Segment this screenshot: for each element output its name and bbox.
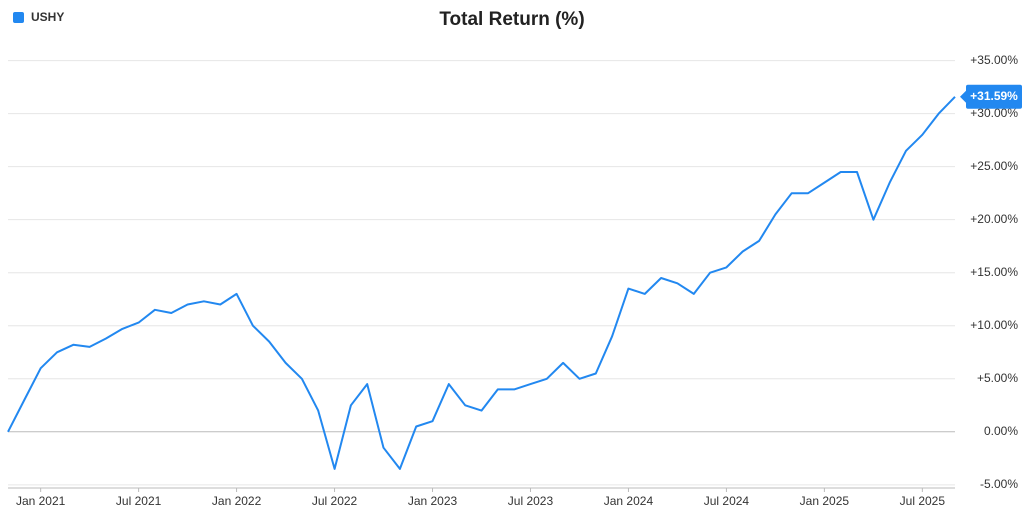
x-tick-label: Jul 2023 [508,494,554,508]
x-tick-label: Jul 2025 [900,494,946,508]
x-tick-label: Jan 2021 [16,494,66,508]
x-tick-label: Jan 2022 [212,494,262,508]
legend-swatch [13,12,24,23]
chart-title: Total Return (%) [439,9,584,30]
y-tick-label: +35.00% [970,53,1018,67]
x-tick-label: Jul 2022 [312,494,358,508]
y-tick-label: +10.00% [970,318,1018,332]
y-tick-label: +30.00% [970,106,1018,120]
y-tick-label: +20.00% [970,212,1018,226]
y-tick-label: -5.00% [980,477,1018,491]
x-tick-label: Jul 2021 [116,494,162,508]
y-tick-label: +5.00% [977,371,1018,385]
x-tick-label: Jan 2023 [408,494,458,508]
legend-label[interactable]: USHY [31,10,64,24]
x-tick-label: Jan 2025 [800,494,850,508]
y-tick-label: 0.00% [984,424,1018,438]
x-tick-label: Jul 2024 [704,494,750,508]
y-tick-label: +25.00% [970,159,1018,173]
x-tick-label: Jan 2024 [604,494,654,508]
value-badge [960,84,1022,109]
value-badge-label: +31.59% [970,89,1018,103]
y-tick-label: +15.00% [970,265,1018,279]
line [7,96,956,470]
